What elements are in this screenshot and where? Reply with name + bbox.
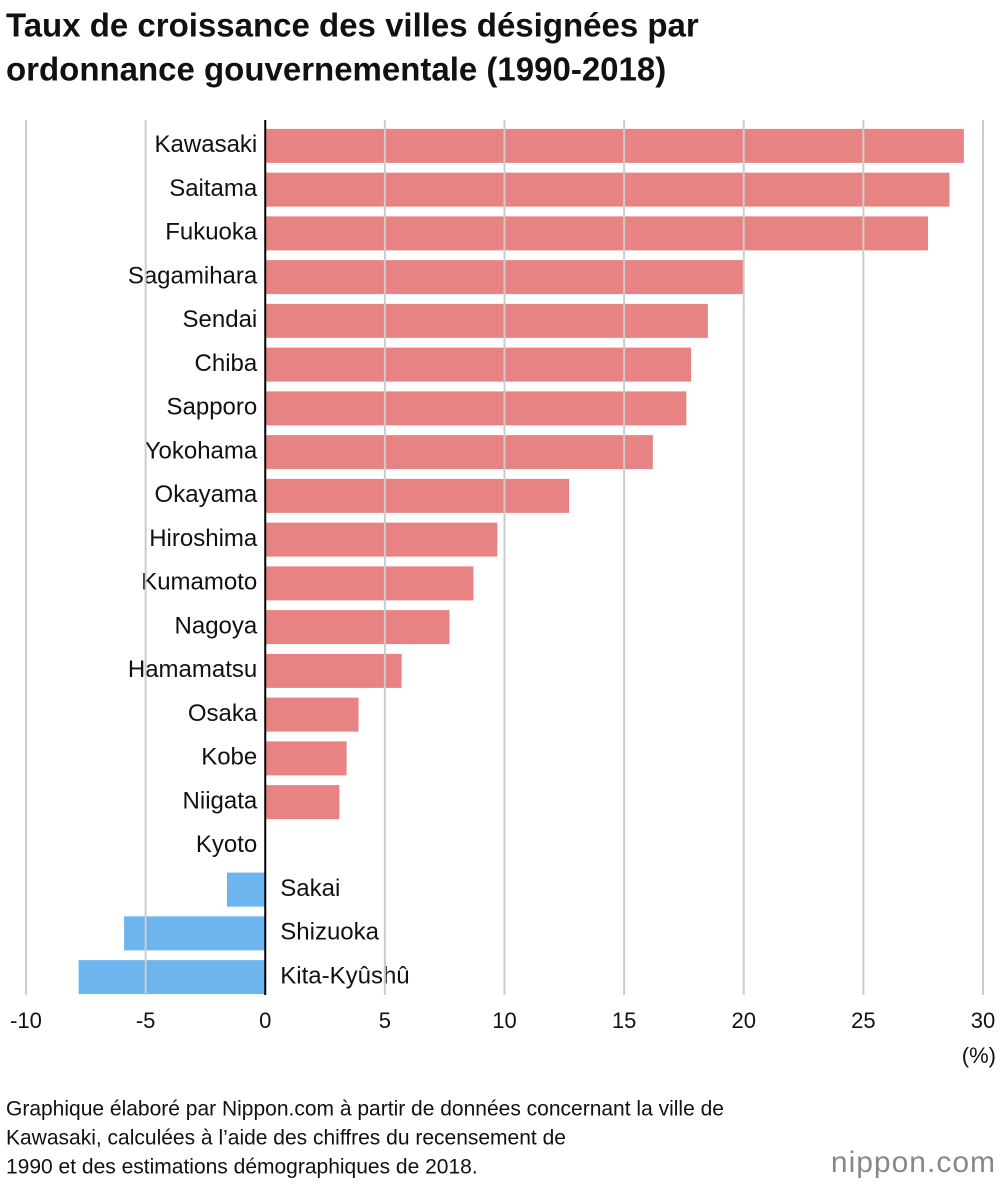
bar (265, 128, 964, 163)
bar (265, 566, 474, 601)
y-tick-label: Shizuoka (280, 919, 379, 946)
bar (265, 435, 653, 470)
x-tick-label: 10 (492, 1008, 516, 1033)
note: Graphique élaboré par Nippon.com à parti… (6, 1098, 724, 1121)
y-tick-label: Okayama (155, 481, 258, 508)
y-tick-label: Kobe (201, 744, 257, 771)
chart-title: ordonnance gouvernementale (1990-2018) (6, 51, 666, 88)
y-tick-label: Sagamihara (128, 262, 258, 289)
x-tick-label: 0 (259, 1008, 271, 1033)
bar (265, 347, 692, 382)
x-unit: (%) (962, 1043, 996, 1068)
bar (124, 916, 266, 951)
y-tick-label: Sendai (183, 306, 258, 333)
y-tick-label: Kawasaki (155, 131, 258, 158)
note: 1990 et des estimations démographiques d… (6, 1156, 478, 1179)
y-tick-label: Saitama (169, 175, 258, 202)
bar (265, 610, 450, 645)
bar (265, 522, 498, 557)
y-tick-label: Fukuoka (165, 219, 258, 246)
bar (265, 216, 928, 251)
x-tick-label: -5 (136, 1008, 156, 1033)
x-tick-label: -10 (10, 1008, 42, 1033)
y-tick-label: Sapporo (167, 394, 258, 421)
bar (226, 872, 266, 907)
x-tick-label: 20 (732, 1008, 756, 1033)
y-tick-label: Niigata (183, 787, 258, 814)
bar (265, 478, 570, 513)
bar (265, 303, 708, 338)
chart-title: Taux de croissance des villes désignées … (6, 7, 699, 44)
y-tick-label: Nagoya (175, 612, 258, 639)
y-tick-label: Kyoto (196, 831, 257, 858)
y-tick-label: Osaka (188, 700, 258, 727)
bar (78, 960, 266, 995)
bar (265, 741, 347, 776)
y-tick-label: Hiroshima (149, 525, 258, 552)
x-tick-label: 15 (612, 1008, 636, 1033)
y-tick-label: Hamamatsu (128, 656, 257, 683)
note: Kawasaki, calculées à l’aide des chiffre… (6, 1127, 566, 1150)
y-tick-label: Chiba (195, 350, 258, 377)
bar (265, 785, 340, 820)
x-tick-label: 30 (971, 1008, 995, 1033)
y-tick-label: Kita-Kyûshû (280, 962, 409, 989)
logo: nippon.com (831, 1146, 996, 1179)
y-tick-label: Sakai (280, 875, 340, 902)
y-tick-label: Kumamoto (141, 569, 257, 596)
bar (265, 653, 402, 688)
y-tick-label: Yokohama (145, 437, 258, 464)
bar (265, 391, 687, 426)
x-tick-label: 5 (379, 1008, 391, 1033)
bar (265, 172, 950, 207)
x-tick-label: 25 (851, 1008, 875, 1033)
bar (265, 697, 359, 732)
